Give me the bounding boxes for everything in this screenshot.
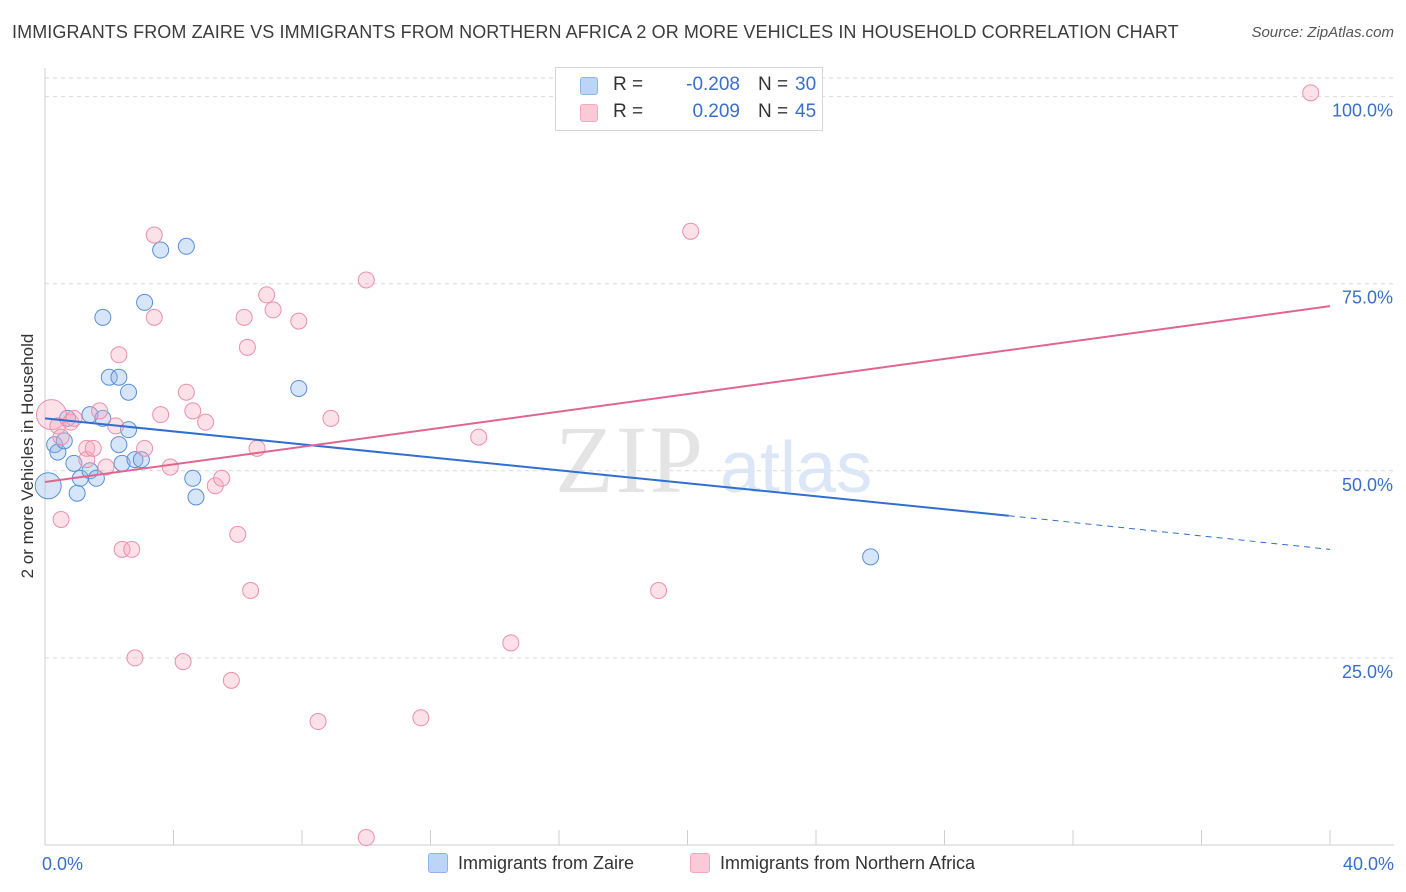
northern-africa-point [264, 301, 282, 319]
northern-africa-point [309, 713, 327, 731]
zaire-trend-extension [1008, 515, 1331, 550]
northern-africa-point [242, 582, 260, 600]
y-tick-label: 25.0% [1342, 662, 1393, 682]
r-label: R = [613, 74, 644, 95]
northern-africa-point [177, 383, 195, 401]
northern-africa-point [136, 439, 154, 457]
n-label: N = [758, 74, 789, 95]
northern-africa-point [650, 582, 668, 600]
northern-africa-point [123, 540, 141, 558]
r-value: 0.209 [692, 101, 740, 122]
northern-africa-point [412, 709, 430, 727]
northern-africa-point [235, 308, 253, 326]
x-tick-label-min: 0.0% [42, 854, 83, 874]
r-label: R = [613, 101, 644, 122]
northern-africa-point [161, 458, 179, 476]
zaire-point [100, 368, 118, 386]
northern-africa-point [258, 286, 276, 304]
zaire-point [152, 241, 170, 259]
axes [44, 68, 1394, 846]
zaire-point [65, 454, 83, 472]
zaire-point [132, 451, 150, 469]
northern-africa-trend-line [44, 305, 1331, 484]
y-tick-label: 75.0% [1342, 288, 1393, 308]
zaire-point [290, 379, 308, 397]
northern-africa-point [52, 510, 70, 528]
zaire-point [187, 488, 205, 506]
northern-africa-point [113, 540, 131, 558]
northern-africa-point [49, 417, 67, 435]
grid-lines [45, 77, 1394, 659]
zaire-point [862, 548, 880, 566]
series-legend: Immigrants from Zaire Immigrants from No… [0, 852, 1406, 878]
northern-africa-point [126, 649, 144, 667]
legend-label: Immigrants from Zaire [458, 853, 635, 873]
tick-labels: 25.0% 50.0% 75.0% 100.0% 0.0% 40.0% [42, 101, 1394, 874]
northern-africa-point [197, 413, 215, 431]
northern-africa-point [65, 409, 83, 427]
northern-africa-point [91, 402, 109, 420]
watermark-zip: ZIP [555, 406, 705, 513]
northern-africa-point [84, 439, 102, 457]
zaire-point [34, 472, 62, 500]
northern-africa-point [97, 458, 115, 476]
trend-lines [44, 305, 1331, 550]
watermark-atlas: atlas [720, 428, 872, 508]
n-value: 30 [795, 74, 817, 95]
northern-africa-point [229, 525, 247, 543]
stats-legend: R = -0.208 N = 30 R = 0.209 N = 45 [555, 67, 823, 131]
x-tick-label-max: 40.0% [1343, 854, 1394, 874]
zaire-swatch [428, 853, 448, 873]
northern-africa-point [238, 338, 256, 356]
northern-africa-point [357, 829, 375, 847]
northern-africa-point [174, 653, 192, 671]
chart-title: IMMIGRANTS FROM ZAIRE VS IMMIGRANTS FROM… [12, 22, 1179, 42]
zaire-swatch [580, 77, 598, 95]
northern-africa-swatch [690, 853, 710, 873]
northern-africa-swatch [580, 104, 598, 122]
y-tick-label: 50.0% [1342, 475, 1393, 495]
northern-africa-point [1302, 84, 1320, 102]
data-points [34, 84, 1320, 847]
northern-africa-point [290, 312, 308, 330]
northern-africa-point [357, 271, 375, 289]
zaire-point [68, 484, 86, 502]
northern-africa-point [152, 406, 170, 424]
zaire-point [126, 451, 144, 469]
northern-africa-point [145, 226, 163, 244]
northern-africa-point [682, 222, 700, 240]
zaire-point [177, 237, 195, 255]
source-label: Source: ZipAtlas.com [1251, 24, 1394, 41]
northern-africa-point [502, 634, 520, 652]
n-value: 45 [795, 101, 817, 122]
northern-africa-point [52, 428, 70, 446]
zaire-point [136, 293, 154, 311]
zaire-point [110, 436, 128, 454]
zaire-trend-line [44, 417, 1009, 517]
legend-label: Immigrants from Northern Africa [720, 853, 976, 873]
zaire-point [94, 308, 112, 326]
r-value: -0.208 [686, 74, 740, 95]
y-tick-label: 100.0% [1332, 101, 1393, 121]
northern-africa-point [213, 469, 231, 487]
n-label: N = [758, 101, 789, 122]
zaire-point [110, 368, 128, 386]
northern-africa-point [222, 671, 240, 689]
northern-africa-point [145, 308, 163, 326]
northern-africa-point [322, 409, 340, 427]
zaire-point [184, 469, 202, 487]
northern-africa-point [470, 428, 488, 446]
zaire-point [120, 383, 138, 401]
northern-africa-point [110, 346, 128, 364]
northern-africa-point [184, 402, 202, 420]
